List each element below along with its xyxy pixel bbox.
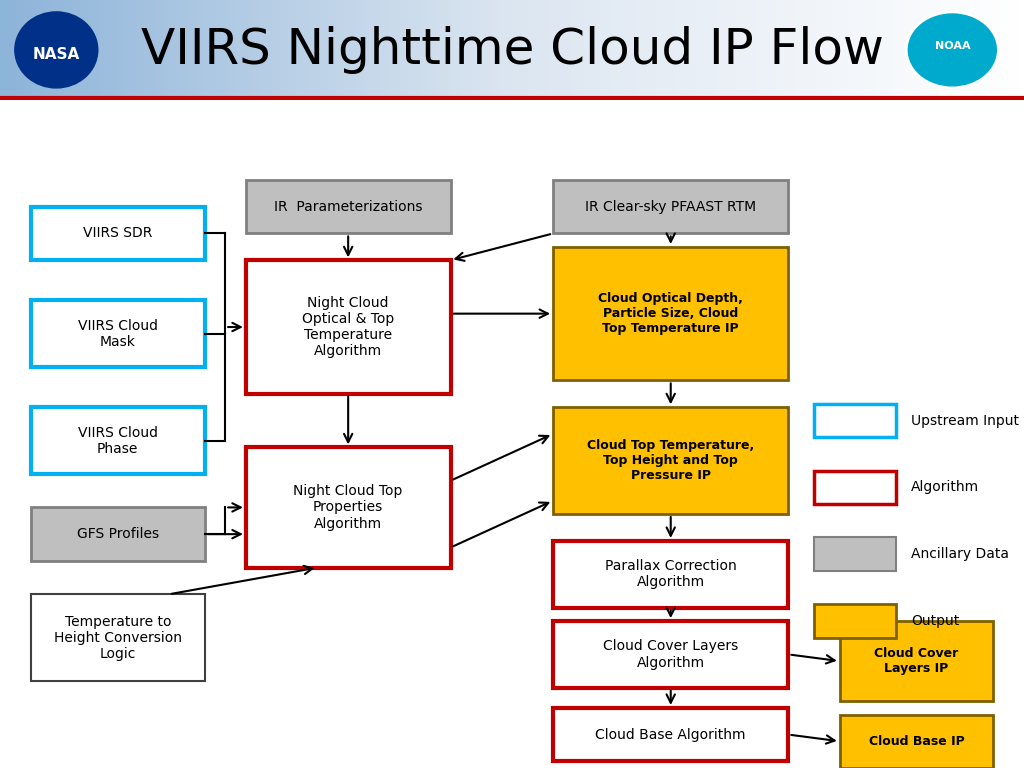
Text: Cloud Top Temperature,
Top Height and Top
Pressure IP: Cloud Top Temperature, Top Height and To…: [587, 439, 755, 482]
Text: IR  Parameterizations: IR Parameterizations: [273, 200, 423, 214]
Text: Night Cloud Top
Properties
Algorithm: Night Cloud Top Properties Algorithm: [294, 484, 402, 531]
FancyBboxPatch shape: [553, 621, 788, 688]
Circle shape: [14, 12, 98, 88]
Text: Cloud Base Algorithm: Cloud Base Algorithm: [596, 727, 745, 742]
FancyBboxPatch shape: [814, 604, 896, 637]
FancyBboxPatch shape: [31, 594, 205, 681]
Text: Night Cloud
Optical & Top
Temperature
Algorithm: Night Cloud Optical & Top Temperature Al…: [302, 296, 394, 359]
FancyBboxPatch shape: [814, 538, 896, 571]
Text: Temperature to
Height Conversion
Logic: Temperature to Height Conversion Logic: [54, 614, 182, 661]
FancyBboxPatch shape: [31, 508, 205, 561]
Text: VIIRS Cloud
Phase: VIIRS Cloud Phase: [78, 425, 158, 455]
FancyBboxPatch shape: [553, 407, 788, 514]
Text: Cloud Optical Depth,
Particle Size, Cloud
Top Temperature IP: Cloud Optical Depth, Particle Size, Clou…: [598, 292, 743, 335]
FancyBboxPatch shape: [31, 300, 205, 367]
Text: VIIRS SDR: VIIRS SDR: [83, 227, 153, 240]
FancyBboxPatch shape: [246, 180, 451, 233]
FancyBboxPatch shape: [553, 247, 788, 380]
FancyBboxPatch shape: [31, 207, 205, 260]
Text: GFS Profiles: GFS Profiles: [77, 527, 159, 541]
FancyBboxPatch shape: [840, 621, 993, 701]
Text: NASA: NASA: [33, 47, 80, 61]
FancyBboxPatch shape: [814, 404, 896, 437]
Text: VIIRS Cloud
Mask: VIIRS Cloud Mask: [78, 319, 158, 349]
Text: NASA: NASA: [48, 43, 91, 57]
Text: IR Clear-sky PFAAST RTM: IR Clear-sky PFAAST RTM: [585, 200, 757, 214]
FancyBboxPatch shape: [553, 541, 788, 607]
FancyBboxPatch shape: [840, 714, 993, 768]
Text: Cloud Cover Layers
Algorithm: Cloud Cover Layers Algorithm: [603, 639, 738, 670]
Text: Algorithm: Algorithm: [911, 480, 980, 495]
Text: Output: Output: [911, 614, 959, 628]
Text: Cloud Cover
Layers IP: Cloud Cover Layers IP: [874, 647, 958, 675]
Text: Ancillary Data: Ancillary Data: [911, 547, 1010, 561]
Text: Upstream Input: Upstream Input: [911, 413, 1019, 428]
Text: Cloud Base IP: Cloud Base IP: [868, 735, 965, 748]
FancyBboxPatch shape: [814, 471, 896, 504]
FancyBboxPatch shape: [246, 447, 451, 568]
FancyBboxPatch shape: [31, 407, 205, 474]
Text: VIIRS Nighttime Cloud IP Flow: VIIRS Nighttime Cloud IP Flow: [140, 26, 884, 74]
FancyBboxPatch shape: [553, 708, 788, 761]
Text: Parallax Correction
Algorithm: Parallax Correction Algorithm: [605, 559, 736, 589]
Text: NOAA: NOAA: [935, 41, 970, 51]
FancyBboxPatch shape: [246, 260, 451, 394]
FancyBboxPatch shape: [553, 180, 788, 233]
Circle shape: [906, 12, 998, 88]
